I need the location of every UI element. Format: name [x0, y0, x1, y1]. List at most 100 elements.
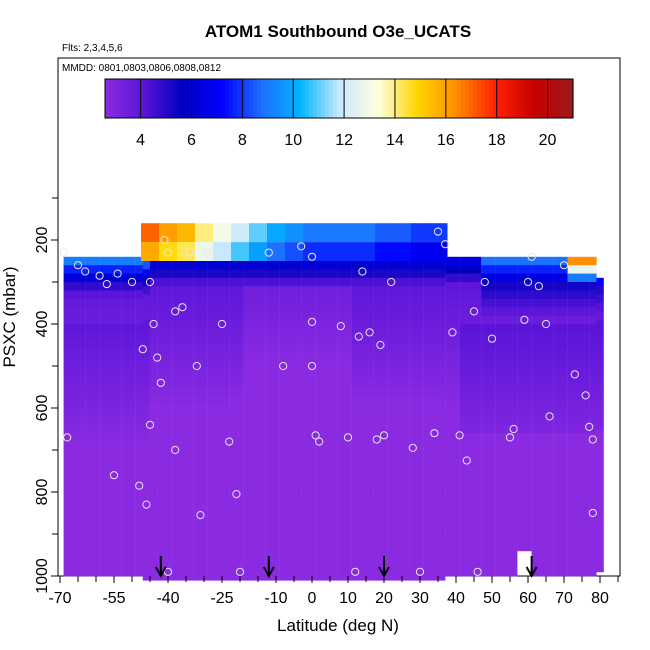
field-cell [279, 403, 287, 413]
field-cell [351, 454, 359, 463]
field-cell [387, 462, 395, 472]
field-cell [308, 496, 316, 505]
field-cell [351, 277, 359, 287]
field-cell [531, 550, 539, 560]
field-cell [524, 374, 532, 384]
colorbar-cell [217, 79, 222, 118]
field-cell [445, 307, 453, 316]
field-cell [164, 437, 172, 447]
field-cell [265, 269, 273, 279]
field-cell [99, 567, 107, 577]
field-cell [279, 395, 287, 405]
profile-point [433, 227, 443, 236]
field-cell [236, 462, 244, 472]
field-cell [200, 319, 208, 329]
field-cell [250, 529, 259, 539]
field-cell [157, 420, 165, 430]
profile-point [372, 435, 381, 444]
field-cell [121, 542, 129, 552]
field-cell [193, 555, 201, 564]
field-cell [322, 361, 331, 371]
field-cell [394, 328, 403, 337]
field-cell [567, 366, 575, 375]
field-cell [337, 513, 345, 522]
field-cell [315, 546, 323, 556]
field-cell [423, 563, 431, 573]
field-cell [502, 324, 511, 333]
field-cell [92, 424, 100, 434]
profile-point [163, 567, 173, 576]
field-cell [351, 269, 359, 279]
field-cell [315, 487, 323, 497]
field-cell [517, 517, 525, 526]
field-cell [481, 340, 489, 350]
field-cell [387, 303, 395, 312]
field-cell [85, 307, 93, 316]
field-cell [387, 420, 395, 430]
field-cell [150, 303, 158, 312]
field-cell [459, 340, 467, 350]
field-cell [380, 487, 388, 497]
field-cell [178, 521, 187, 531]
field-cell [272, 471, 280, 480]
profile-point [145, 277, 155, 287]
field-cell [402, 269, 410, 279]
field-cell [387, 445, 395, 455]
field-cell [582, 542, 590, 552]
field-cell [567, 315, 575, 325]
field-cell [502, 357, 511, 367]
field-cell [63, 282, 71, 291]
field-cell [452, 408, 460, 417]
field-cell [582, 525, 590, 535]
field-cell [416, 395, 424, 405]
field-cell [337, 429, 345, 438]
field-cell [546, 340, 554, 350]
field-cell [567, 340, 575, 350]
field-cell [510, 366, 518, 375]
field-cell [186, 345, 194, 354]
field-cell [459, 315, 467, 325]
field-cell [409, 269, 417, 279]
field-cell [78, 382, 86, 392]
field-cell [301, 420, 309, 430]
field-cell [387, 429, 395, 438]
field-cell [481, 492, 489, 501]
field-cell [474, 550, 482, 560]
field-cell [502, 349, 511, 358]
field-cell [524, 265, 532, 274]
field-cell [474, 332, 482, 342]
profile-point [448, 328, 457, 337]
field-cell [171, 353, 179, 363]
field-cell [121, 307, 129, 316]
field-cell [157, 361, 165, 371]
colorbar-cell [285, 79, 290, 118]
field-cell [114, 441, 122, 451]
field-cell [106, 324, 115, 333]
field-cell [178, 353, 187, 363]
field-cell [265, 471, 273, 480]
field-cell [380, 454, 388, 463]
field-cell [445, 256, 453, 266]
field-cell [358, 496, 367, 505]
field-cell [560, 298, 568, 308]
field-cell [315, 387, 323, 396]
field-cell [423, 311, 431, 321]
field-cell [171, 538, 179, 547]
colorbar-cell [193, 79, 198, 118]
field-cell [178, 387, 187, 396]
field-cell [308, 437, 316, 447]
field-cell [322, 286, 331, 295]
profile-point [520, 315, 529, 324]
field-cell [186, 336, 194, 346]
field-cell [466, 424, 475, 434]
field-cell [459, 366, 467, 375]
field-cell [106, 282, 115, 291]
field-cell [582, 307, 590, 316]
profile-point [581, 391, 590, 400]
field-cell [236, 387, 244, 396]
field-cell [92, 500, 100, 510]
field-cell [560, 500, 568, 510]
field-cell [99, 282, 107, 291]
field-cell [466, 550, 475, 560]
field-cell [178, 496, 187, 505]
